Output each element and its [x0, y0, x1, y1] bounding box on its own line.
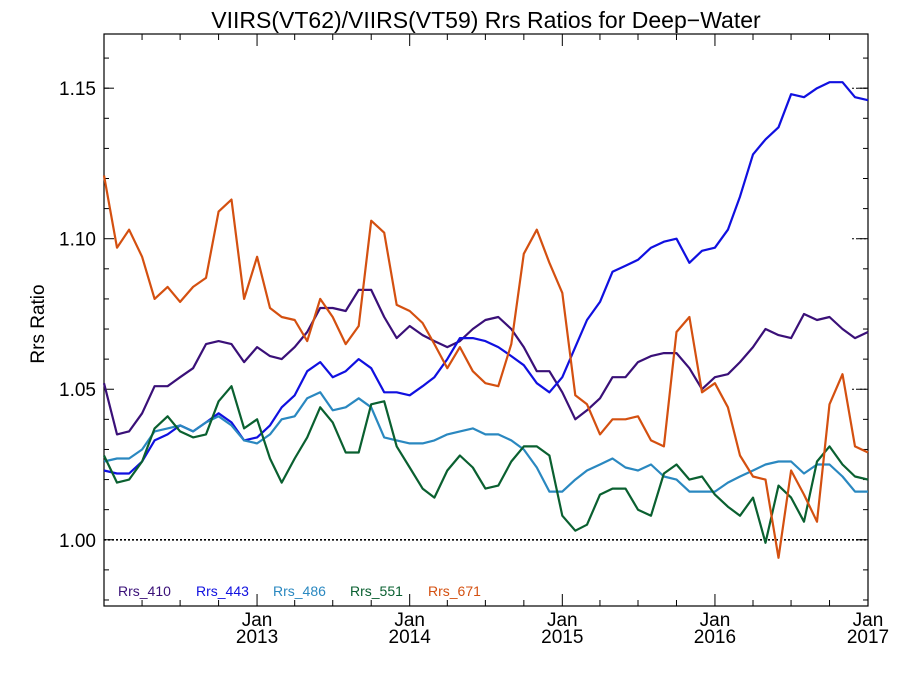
y-tick-label: 1.10: [59, 230, 96, 251]
x-tick-month: Jan: [394, 610, 425, 631]
x-tick-month: Jan: [700, 610, 731, 631]
x-tick-year: 2013: [236, 627, 278, 648]
x-tick-month: Jan: [853, 610, 884, 631]
legend-entry-rrs-486: Rrs_486: [273, 583, 326, 599]
x-tick-year: 2016: [694, 627, 736, 648]
x-tick-month: Jan: [242, 610, 273, 631]
legend-entry-rrs-671: Rrs_671: [428, 583, 481, 599]
chart-title: VIIRS(VT62)/VIIRS(VT59) Rrs Ratios for D…: [211, 7, 761, 33]
y-tick-label: 1.15: [59, 79, 96, 100]
legend-entry-rrs-410: Rrs_410: [118, 583, 171, 599]
series-line-rrs-443: [103, 81, 869, 475]
y-tick-label: 1.05: [59, 380, 96, 401]
y-axis-label: Rrs Ratio: [28, 284, 49, 363]
x-tick-month: Jan: [547, 610, 578, 631]
x-tick-year: 2017: [847, 627, 889, 648]
series-line-rrs-410: [102, 288, 869, 436]
legend: Rrs_410 Rrs_443 Rrs_486 Rrs_551 Rrs_671: [118, 583, 481, 599]
series-line-rrs-671: [102, 175, 869, 559]
y-tick-label: 1.00: [59, 531, 96, 552]
legend-entry-rrs-443: Rrs_443: [196, 583, 249, 599]
x-tick-year: 2015: [541, 627, 583, 648]
legend-entry-rrs-551: Rrs_551: [350, 583, 403, 599]
series-layer: [102, 81, 869, 559]
plot-frame: [103, 33, 869, 607]
tick-layer: 1.001.051.101.15Jan2013Jan2014Jan2015Jan…: [59, 34, 889, 648]
x-tick-year: 2014: [389, 627, 432, 648]
series-line-rrs-551: [103, 385, 869, 544]
series-line-rrs-486: [103, 391, 868, 493]
